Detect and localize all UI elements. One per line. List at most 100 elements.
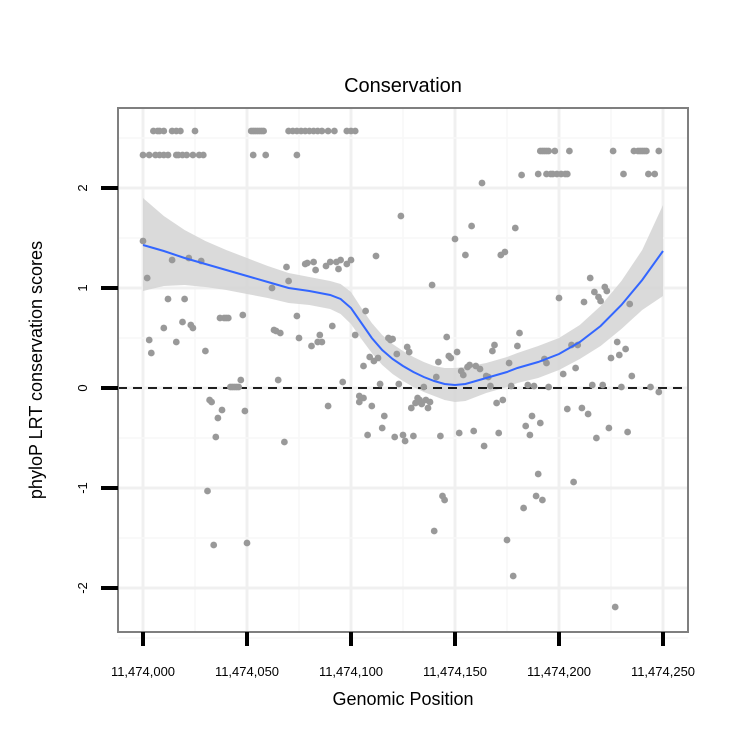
data-point [605,424,613,432]
data-point [559,370,567,378]
y-axis-title: phyloP LRT conservation scores [26,241,46,499]
data-point [603,287,611,295]
data-point [651,170,659,178]
data-point [260,127,267,135]
data-point [339,378,347,386]
chart-title: Conservation [344,75,462,97]
data-point [609,147,617,155]
data-point [293,151,301,159]
data-point [459,371,467,379]
data-point [347,256,355,264]
data-point [378,424,386,432]
data-point [505,359,513,367]
data-point [239,311,247,319]
data-point [391,433,399,441]
data-point [611,603,619,611]
data-point [139,237,147,245]
data-point [597,297,604,305]
data-point [374,354,382,362]
data-point [536,419,544,427]
data-point [337,256,344,264]
data-point [202,347,209,355]
data-point [143,274,151,282]
data-point [212,433,220,441]
data-point [249,151,257,159]
confidence-band [143,198,663,402]
data-point [534,470,542,478]
data-points [139,127,663,611]
data-point [643,147,650,155]
data-point [281,438,288,446]
data-point [528,412,536,420]
x-tick-label: 11,474,200 [527,664,591,679]
data-point [318,338,326,346]
data-point [214,414,222,422]
data-point [397,212,405,220]
plot-frame [117,107,689,633]
data-point [164,151,172,159]
data-point [507,382,515,390]
data-point [599,381,607,389]
data-point [624,428,631,436]
data-point [580,298,588,306]
data-point [563,170,571,178]
data-point [499,396,507,404]
data-point [480,442,488,450]
data-point [607,354,615,362]
data-point [647,383,654,391]
data-point [522,422,530,430]
data-point [526,431,534,439]
data-point [360,394,367,402]
data-point [622,345,629,353]
data-point [539,496,546,504]
data-point [468,222,475,230]
data-point [364,431,371,439]
data-point [618,383,625,391]
data-point [308,342,315,350]
data-point [495,429,503,437]
data-point [164,295,172,303]
data-point [160,324,168,332]
data-point [235,383,243,391]
data-point [476,365,484,373]
data-point [593,434,600,442]
data-point [224,314,232,322]
y-axis-ticks: -2 -1 0 1 2 [75,184,118,594]
data-point [181,295,189,303]
data-point [324,127,332,135]
data-point [328,322,336,330]
data-point [430,527,438,535]
data-point [514,342,521,350]
data-point [584,410,592,418]
data-point [578,404,586,412]
data-point [551,147,559,155]
data-point [399,431,407,439]
data-point [204,487,211,495]
data-point [316,331,324,339]
data-point [376,380,384,388]
data-point [511,224,519,232]
data-point [563,405,571,413]
y-tick-label: 2 [75,184,90,191]
data-point [410,432,417,440]
data-point [588,381,596,389]
x-tick-label: 11,474,000 [111,664,175,679]
data-point [147,349,155,357]
data-point [586,274,594,282]
y-tick-label: -2 [75,582,90,594]
data-point [532,492,540,500]
data-point [145,151,153,159]
data-point [509,572,517,580]
data-point [179,318,186,326]
data-point [501,248,509,256]
data-point [470,427,478,435]
data-point [351,331,359,339]
data-point [437,432,444,440]
data-point [318,127,326,135]
data-point [566,147,573,155]
data-point [466,361,473,369]
data-point [324,402,332,410]
data-point [268,284,276,292]
data-point [555,294,563,302]
